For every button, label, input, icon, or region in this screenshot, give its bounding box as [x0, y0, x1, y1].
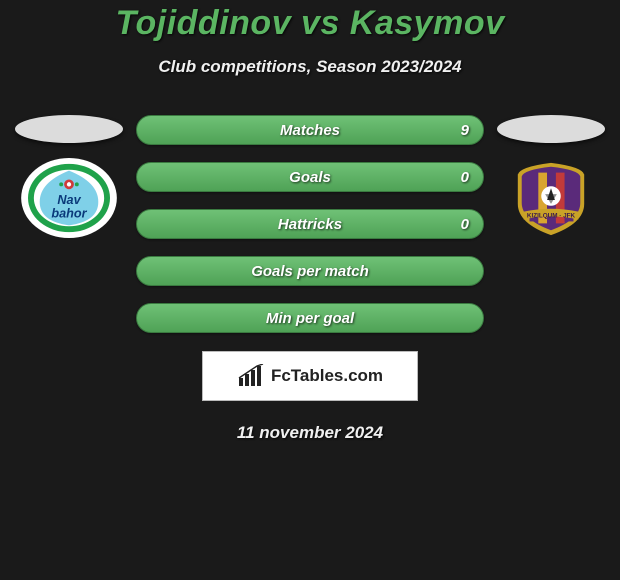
subtitle: Club competitions, Season 2023/2024	[0, 57, 620, 77]
stat-goals-per-match: Goals per match	[136, 256, 484, 286]
stats-column: Matches 9 Goals 0 Hattricks 0 Goals per …	[134, 115, 486, 333]
bar-chart-icon	[237, 364, 265, 388]
left-crest: Nav bahor	[20, 157, 118, 239]
stat-label: Hattricks	[278, 216, 342, 233]
right-ellipse	[497, 115, 605, 143]
svg-text:bahor: bahor	[51, 207, 87, 221]
stat-matches: Matches 9	[136, 115, 484, 145]
stat-value-right: 0	[461, 169, 469, 186]
page-title: Tojiddinov vs Kasymov	[0, 4, 620, 43]
date-text: 11 november 2024	[0, 423, 620, 443]
kizilqum-crest-icon: KIZILQUM · JFK	[502, 157, 600, 239]
svg-text:Nav: Nav	[57, 193, 81, 207]
right-crest: KIZILQUM · JFK	[502, 157, 600, 239]
stat-goals: Goals 0	[136, 162, 484, 192]
stat-label: Min per goal	[266, 310, 354, 327]
svg-text:KIZILQUM · JFK: KIZILQUM · JFK	[527, 213, 576, 220]
stat-label: Goals	[289, 169, 331, 186]
navbahor-crest-icon: Nav bahor	[20, 157, 118, 239]
stat-value-right: 0	[461, 216, 469, 233]
stat-label: Matches	[280, 122, 340, 139]
left-ellipse	[15, 115, 123, 143]
main-row: Nav bahor Matches 9 Goals 0 Hattricks 0 …	[0, 115, 620, 333]
left-side: Nav bahor	[4, 115, 134, 239]
right-side: KIZILQUM · JFK	[486, 115, 616, 239]
stat-hattricks: Hattricks 0	[136, 209, 484, 239]
fctables-logo[interactable]: FcTables.com	[202, 351, 418, 401]
stat-label: Goals per match	[251, 263, 369, 280]
stat-value-right: 9	[461, 122, 469, 139]
logo-text: FcTables.com	[271, 366, 383, 386]
infographic-container: Tojiddinov vs Kasymov Club competitions,…	[0, 0, 620, 443]
stat-min-per-goal: Min per goal	[136, 303, 484, 333]
